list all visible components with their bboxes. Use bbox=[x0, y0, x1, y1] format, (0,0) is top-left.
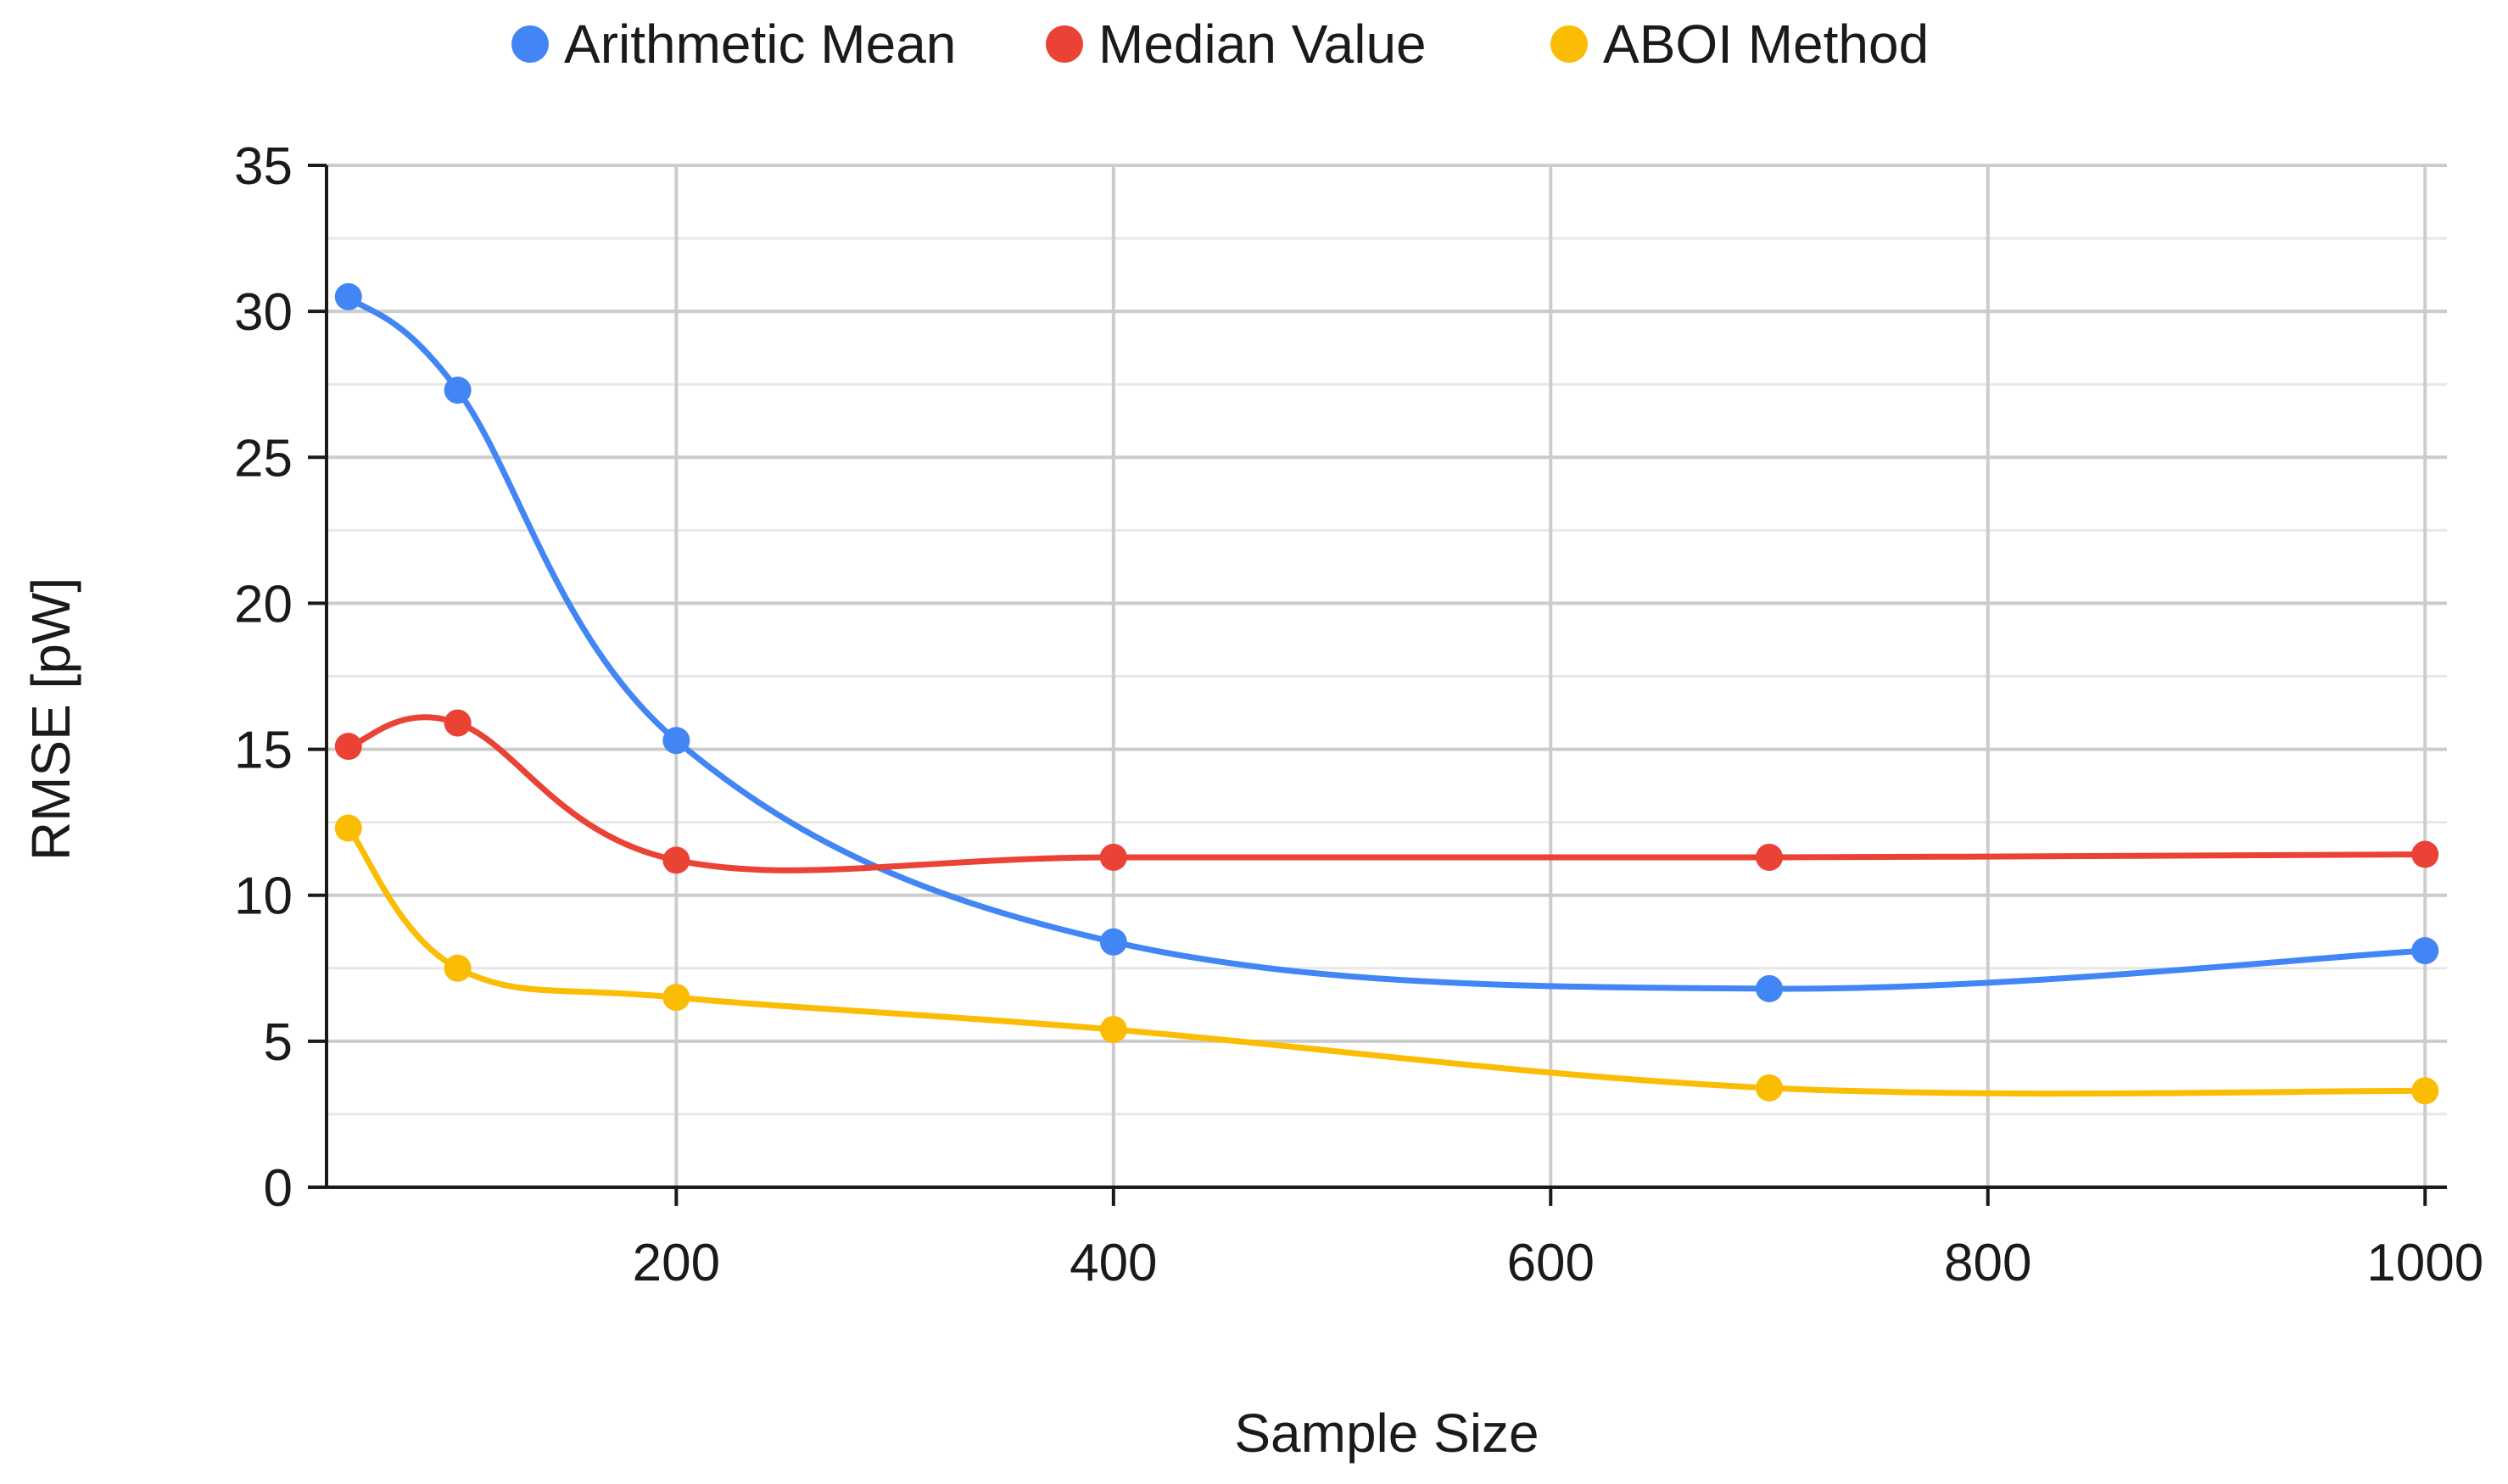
axes: 0 5 10 15 20 25 30 35 200 400 600 800 1000 bbox=[234, 137, 2483, 1292]
data-point-median-value bbox=[1756, 843, 1784, 871]
x-axis-title: Sample Size bbox=[1234, 1403, 1539, 1464]
x-tick-label: 200 bbox=[633, 1234, 720, 1292]
data-point-arithmetic-mean bbox=[2411, 937, 2439, 965]
data-point-aboi-method bbox=[662, 984, 690, 1012]
y-tick-label: 5 bbox=[264, 1013, 293, 1072]
data-point-arithmetic-mean bbox=[444, 377, 472, 404]
x-tick-label: 600 bbox=[1507, 1234, 1595, 1292]
data-point-arithmetic-mean bbox=[334, 282, 362, 310]
data-point-aboi-method bbox=[1756, 1074, 1784, 1102]
x-tick-label: 400 bbox=[1070, 1234, 1157, 1292]
data-point-median-value bbox=[662, 846, 690, 874]
legend-label-median-value: Median Value bbox=[1098, 14, 1427, 75]
grid bbox=[327, 164, 2447, 1187]
y-tick-label: 0 bbox=[264, 1159, 293, 1218]
data-point-median-value bbox=[1099, 843, 1127, 871]
data-point-arithmetic-mean bbox=[1756, 974, 1784, 1002]
y-tick-label: 25 bbox=[234, 429, 293, 488]
data-point-aboi-method bbox=[444, 954, 472, 982]
data-point-aboi-method bbox=[334, 814, 362, 842]
y-tick-label: 15 bbox=[234, 722, 293, 780]
data-point-arithmetic-mean bbox=[662, 727, 690, 755]
data-point-median-value bbox=[444, 709, 472, 737]
x-tick-label: 800 bbox=[1944, 1234, 2031, 1292]
data-point-median-value bbox=[334, 733, 362, 761]
legend-marker-median-value bbox=[1046, 25, 1083, 63]
series-line-arithmetic-mean bbox=[345, 293, 2428, 992]
y-tick-label: 30 bbox=[234, 283, 293, 342]
data-point-aboi-method bbox=[1099, 1016, 1127, 1044]
data-point-aboi-method bbox=[2411, 1077, 2439, 1105]
legend: Arithmetic Mean Median Value ABOI Method bbox=[511, 14, 1929, 75]
legend-marker-arithmetic-mean bbox=[511, 25, 549, 63]
legend-label-aboi-method: ABOI Method bbox=[1603, 14, 1929, 75]
series-line-median-value bbox=[345, 714, 2428, 873]
x-tick-label: 1000 bbox=[2366, 1234, 2483, 1292]
legend-label-arithmetic-mean: Arithmetic Mean bbox=[564, 14, 956, 75]
y-tick-label: 10 bbox=[234, 868, 293, 926]
y-tick-label: 35 bbox=[234, 137, 293, 196]
legend-marker-aboi-method bbox=[1550, 25, 1588, 63]
data-point-arithmetic-mean bbox=[1099, 928, 1127, 956]
data-point-median-value bbox=[2411, 840, 2439, 868]
y-tick-label: 20 bbox=[234, 575, 293, 633]
series-line-aboi-method bbox=[345, 825, 2428, 1097]
y-axis-title: RMSE [pW] bbox=[20, 577, 81, 861]
series-group bbox=[334, 282, 2439, 1105]
